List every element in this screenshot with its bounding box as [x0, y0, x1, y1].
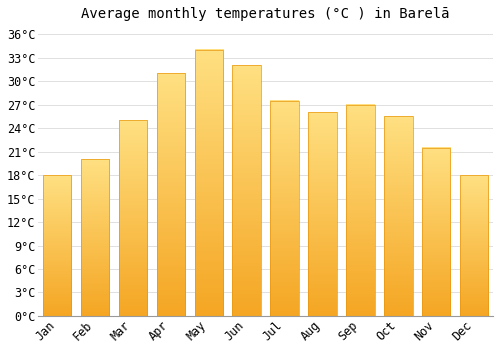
Bar — [346, 105, 374, 316]
Bar — [43, 175, 72, 316]
Bar — [81, 159, 110, 316]
Bar — [232, 65, 261, 316]
Title: Average monthly temperatures (°C ) in Barelā: Average monthly temperatures (°C ) in Ba… — [82, 7, 450, 21]
Bar — [384, 116, 412, 316]
Bar — [194, 50, 223, 316]
Bar — [460, 175, 488, 316]
Bar — [422, 148, 450, 316]
Bar — [119, 120, 147, 316]
Bar — [270, 101, 299, 316]
Bar — [156, 73, 185, 316]
Bar — [308, 112, 336, 316]
